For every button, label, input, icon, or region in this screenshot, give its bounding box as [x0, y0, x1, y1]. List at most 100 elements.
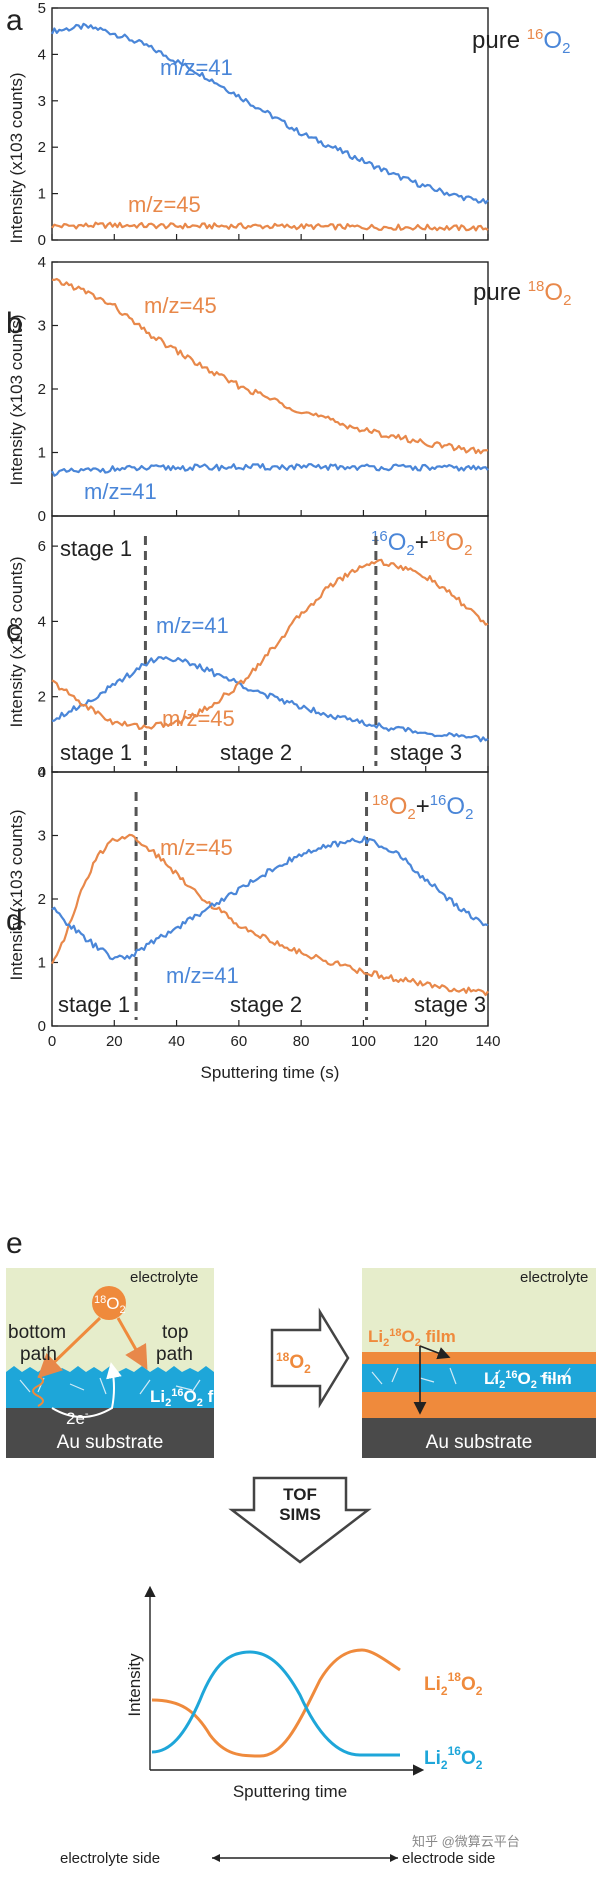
panel-b-ytick-label: 2 [38, 381, 46, 398]
panel-d-ytick-label: 1 [38, 955, 46, 972]
panel-b-chart: Intensity (x103 counts) pure 18O2 m/z=45… [7, 278, 571, 504]
film-18-label-right: Li218O2 film [368, 1327, 456, 1349]
panel-c-stage-1-top: stage 1 [60, 536, 132, 561]
schematic-legend-18: Li218O2 [424, 1670, 483, 1698]
panel-a-ytick-label: 5 [38, 0, 46, 17]
electrode-side-label: electrode side [402, 1850, 495, 1867]
li2-18o2-film-top [362, 1352, 596, 1364]
panel-b-series-mz-45 [51, 277, 489, 455]
film-label-left: Li216O2 film [150, 1387, 238, 1409]
panel-d-ytick-label: 3 [38, 828, 46, 845]
panel-c-title: 16O2+18O2 [371, 528, 472, 559]
panel-a-ylabel: Intensity (x103 counts) [7, 72, 26, 243]
sims-label: SIMS [279, 1505, 321, 1524]
panel-c-ytick-label: 2 [38, 689, 46, 706]
panel-a-frame [51, 7, 489, 241]
o2-molecule [92, 1286, 126, 1320]
panel-label-d: d [6, 904, 23, 937]
electrolyte-side-label: electrolyte side [60, 1850, 160, 1867]
electrolyte-label-left: electrolyte [130, 1269, 198, 1286]
panel-a-series-mz-45 [51, 221, 489, 232]
panel-label-c: c [6, 614, 21, 647]
panel-c-ytick-label: 0 [38, 764, 46, 781]
panel-c-ylabel: Intensity (x103 counts) [7, 556, 26, 727]
panel-b-ytick-label: 0 [38, 508, 46, 525]
watermark: 知乎 @微算云平台 [412, 1834, 520, 1849]
panel-c-stage-1: stage 1 [60, 740, 132, 765]
panel-c-ytick-label: 4 [38, 613, 46, 630]
schematic-intensity-plot: Intensity Sputtering time Li218O2 Li216O… [60, 1585, 520, 1867]
panel-d-ylabel: Intensity (x103 counts) [7, 809, 26, 980]
bottom-path-label: bottom path [8, 1322, 66, 1365]
panel-b-ylabel: Intensity (x103 counts) [7, 314, 26, 485]
panel-c-series-41-label: m/z=41 [156, 613, 229, 638]
panel-e-after-diagram: electrolyte Li218O2 film Li216O2 film Au… [362, 1268, 596, 1458]
panel-d-title: 18O2+16O2 [372, 792, 473, 823]
panel-a-title: pure 16O2 [472, 26, 570, 57]
diffusion-arrow-side [419, 1345, 451, 1360]
panel-label-b: b [6, 307, 23, 340]
panel-d-xtick-label: 100 [351, 1033, 376, 1050]
panel-b-title: pure 18O2 [473, 278, 571, 309]
panel-a-series-mz-41 [50, 22, 489, 205]
panel-d-xtick-label: 20 [106, 1033, 123, 1050]
electron-label: 2e- [66, 1408, 89, 1428]
schematic-li2-18o2-curve [151, 1648, 401, 1758]
panel-d-series-41-label: m/z=41 [166, 963, 239, 988]
panel-d-xtick-label: 40 [168, 1033, 185, 1050]
electrolyte-label-right: electrolyte [520, 1269, 588, 1286]
panel-b-series-45-label: m/z=45 [144, 293, 217, 318]
reaction-arrow-label: 18O2 [276, 1350, 311, 1376]
panel-d-stage-3: stage 3 [414, 992, 486, 1017]
panel-c-series-mz-41 [51, 656, 489, 743]
panel-d-ytick-label: 0 [38, 1018, 46, 1035]
panel-a-ytick-label: 1 [38, 186, 46, 203]
o2-molecule-label: 18O2 [94, 1294, 126, 1316]
panel-d-xtick-label: 60 [231, 1033, 248, 1050]
panel-d-xlabel: Sputtering time (s) [201, 1063, 340, 1082]
reaction-arrow: 18O2 [270, 1307, 350, 1409]
panel-d-xtick-label: 140 [475, 1033, 500, 1050]
panel-a-ytick-label: 4 [38, 46, 46, 63]
au-substrate-label-left: Au substrate [57, 1432, 164, 1453]
tof-sims-arrow: TOF SIMS [228, 1476, 372, 1564]
panel-c-stage-2: stage 2 [220, 740, 292, 765]
film-16-label-right: Li216O2 film [484, 1369, 572, 1391]
panel-a-chart: Intensity (x103 counts) pure 16O2 m/z=41… [7, 26, 570, 244]
panel-c-series-mz-45 [51, 558, 489, 731]
panel-d-xtick-label: 80 [293, 1033, 310, 1050]
panel-d-chart: Intensity (x103 counts) 18O2+16O2 m/z=45… [7, 792, 486, 1082]
panel-d-ytick-label: 4 [38, 764, 46, 781]
au-substrate-right [362, 1418, 596, 1458]
top-path-label: top path [156, 1322, 193, 1365]
panel-a-series-45-label: m/z=45 [128, 192, 201, 217]
panel-c-stage-3: stage 3 [390, 740, 462, 765]
panel-b-series-41-label: m/z=41 [84, 479, 157, 504]
panel-d-stage-2: stage 2 [230, 992, 302, 1017]
panel-c-ytick-label: 6 [38, 538, 46, 555]
bottom-path-arrow [37, 1316, 102, 1379]
panel-a-series-41-label: m/z=41 [160, 55, 233, 80]
panel-d-xtick-label: 0 [48, 1033, 56, 1050]
li2-16o2-film-right [362, 1364, 596, 1392]
schematic-li2-16o2-curve [151, 1650, 400, 1757]
panel-d-series-mz-45 [51, 833, 489, 997]
panel-a-ytick-label: 3 [38, 93, 46, 110]
panel-b-frame [51, 261, 489, 517]
panel-d-series-mz-41 [51, 835, 489, 961]
tof-label: TOF [283, 1485, 317, 1504]
panel-b-ytick-label: 4 [38, 254, 46, 271]
panel-e-before-diagram: electrolyte 18O2 bottom path top path Li21… [6, 1268, 238, 1458]
panel-d-series-45-label: m/z=45 [160, 835, 233, 860]
panel-d-xtick-label: 120 [413, 1033, 438, 1050]
panel-label-e: e [6, 1227, 23, 1260]
panel-label-a: a [6, 4, 23, 37]
panel-b-series-mz-41 [51, 463, 489, 477]
panel-a-ytick-label: 0 [38, 232, 46, 249]
schematic-xlabel: Sputtering time [233, 1782, 347, 1801]
electron-path-arrow [51, 1362, 122, 1418]
panel-b-ytick-label: 1 [38, 445, 46, 462]
panel-c-series-45-label: m/z=45 [162, 706, 235, 731]
